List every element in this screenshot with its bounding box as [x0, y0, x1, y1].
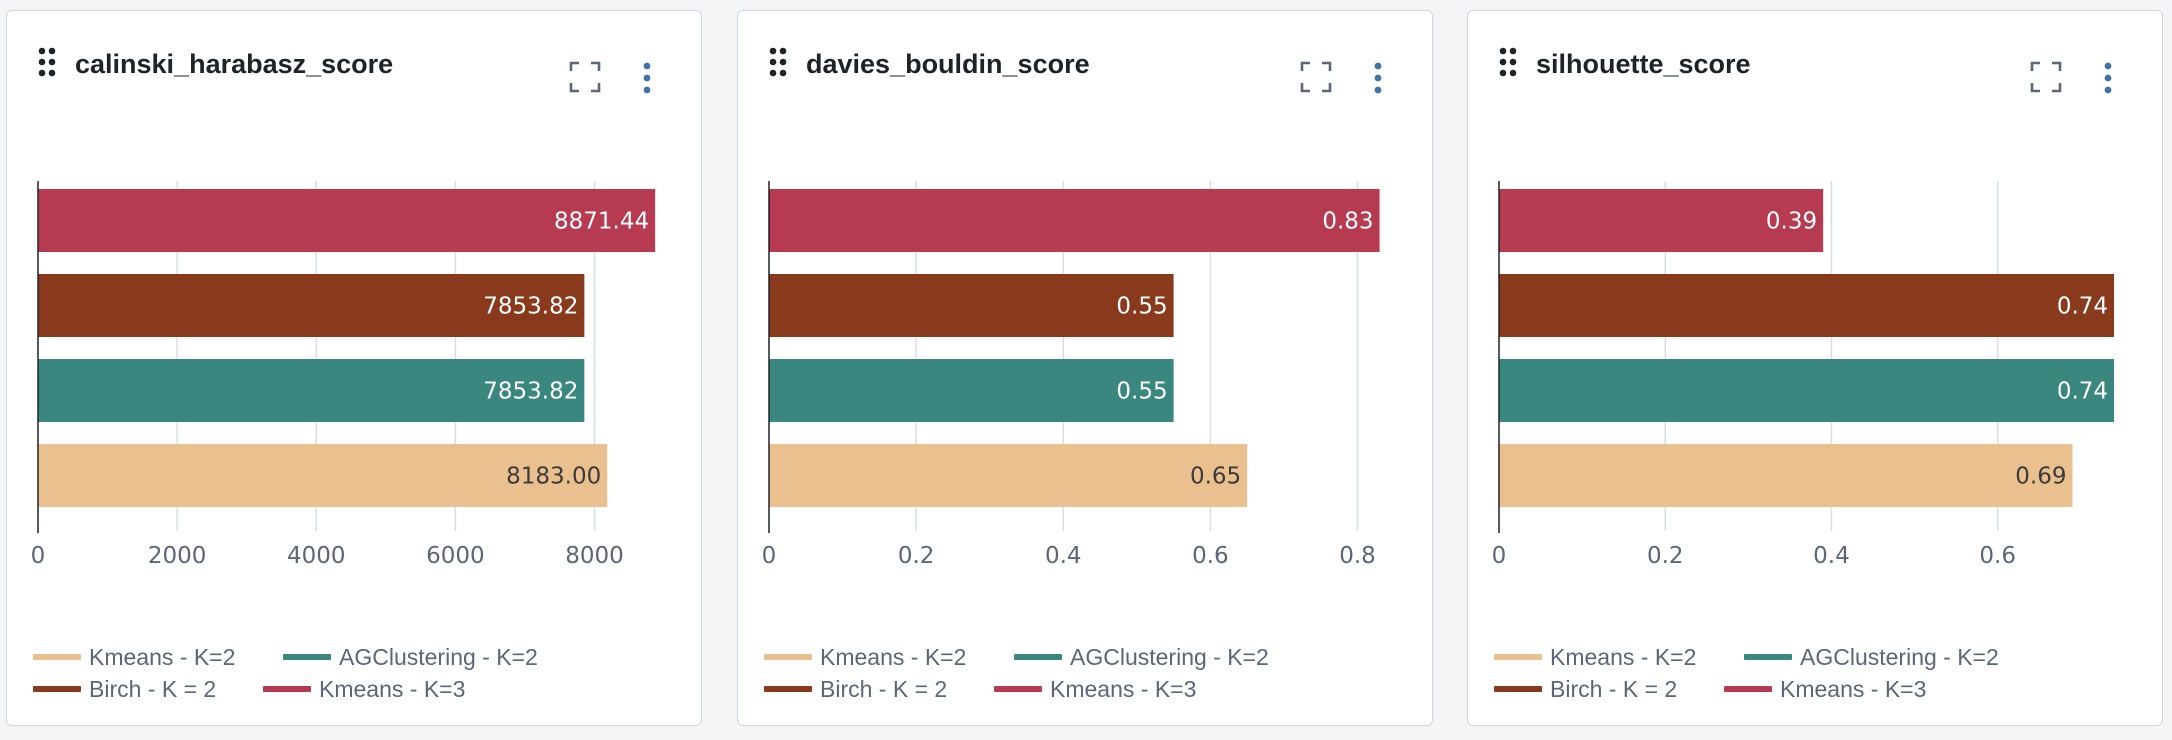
legend-item-kmeans-k3[interactable]: Kmeans - K=3: [994, 676, 1196, 703]
legend-item-agclustering-k2[interactable]: AGClustering - K=2: [283, 644, 538, 671]
bar-value-label: 0.55: [1116, 379, 1167, 405]
x-tick-label: 8000: [565, 543, 624, 569]
x-tick-label: 0.6: [1192, 543, 1229, 569]
chart-legend: Kmeans - K=2 AGClustering - K=2 Birch - …: [764, 641, 1414, 705]
chart-legend: Kmeans - K=2 AGClustering - K=2 Birch - …: [33, 641, 683, 705]
bar-value-label: 8183.00: [506, 464, 601, 490]
more-vertical-icon[interactable]: [641, 61, 653, 95]
legend-item-kmeans-k2[interactable]: Kmeans - K=2: [33, 644, 283, 671]
bar-value-label: 0.74: [2057, 379, 2108, 405]
legend-swatch: [33, 654, 81, 660]
bar: [38, 274, 585, 337]
chart-panel-davies: davies_bouldin_score 0.83 0.55 0.55 0.65 0 0.…: [737, 10, 1433, 726]
x-tick-label: 4000: [287, 543, 346, 569]
chart-panel-calinski: calinski_harabasz_score 8871.44 7853.82 78…: [6, 10, 702, 726]
bar-value-label: 0.55: [1116, 294, 1167, 320]
legend-label: Kmeans - K=3: [319, 675, 466, 702]
bar: [1499, 189, 1824, 252]
expand-icon[interactable]: [1300, 61, 1332, 93]
bar-value-label: 0.39: [1766, 209, 1817, 235]
chart-legend: Kmeans - K=2 AGClustering - K=2 Birch - …: [1494, 641, 2144, 705]
legend-swatch: [1724, 686, 1772, 692]
legend-item-agclustering-k2[interactable]: AGClustering - K=2: [1014, 644, 1269, 671]
x-tick-label: 0.8: [1339, 543, 1376, 569]
expand-icon[interactable]: [569, 61, 601, 93]
bar-value-label: 0.69: [2015, 464, 2066, 490]
bar: [38, 444, 608, 507]
legend-item-birch-k2[interactable]: Birch - K = 2: [764, 676, 994, 703]
bar-chart: 0.83 0.55 0.55 0.65 0 0.2 0.4 0.6 0.8: [762, 181, 1380, 569]
legend-label: Kmeans - K=3: [1780, 675, 1927, 702]
legend-label: Birch - K = 2: [1550, 675, 1678, 702]
panel-title: silhouette_score: [1536, 49, 1751, 79]
x-tick-label: 0.2: [1647, 543, 1684, 569]
x-tick-label: 6000: [426, 543, 485, 569]
legend-swatch: [1014, 654, 1062, 660]
legend-swatch: [764, 686, 812, 692]
x-tick-label: 0.6: [1979, 543, 2016, 569]
x-tick-label: 0: [1492, 543, 1507, 569]
legend-item-kmeans-k2[interactable]: Kmeans - K=2: [1494, 644, 1744, 671]
legend-swatch: [263, 686, 311, 692]
panel-title: davies_bouldin_score: [806, 49, 1090, 79]
legend-item-birch-k2[interactable]: Birch - K = 2: [33, 676, 263, 703]
bar: [38, 359, 585, 422]
legend-swatch: [283, 654, 331, 660]
bar-chart: 8871.44 7853.82 7853.82 8183.00 0 2000 4000 600…: [31, 181, 656, 569]
legend-label: AGClustering - K=2: [1070, 643, 1269, 670]
legend-label: AGClustering - K=2: [339, 643, 538, 670]
legend-swatch: [33, 686, 81, 692]
legend-swatch: [1494, 654, 1542, 660]
legend-label: Birch - K = 2: [820, 675, 948, 702]
bar: [1499, 274, 2115, 337]
x-tick-label: 0.4: [1045, 543, 1082, 569]
legend-item-kmeans-k3[interactable]: Kmeans - K=3: [263, 676, 465, 703]
legend-swatch: [764, 654, 812, 660]
bar: [769, 189, 1380, 252]
legend-item-agclustering-k2[interactable]: AGClustering - K=2: [1744, 644, 1999, 671]
panel-title: calinski_harabasz_score: [75, 49, 394, 79]
bar-value-label: 0.83: [1322, 209, 1373, 235]
legend-item-kmeans-k3[interactable]: Kmeans - K=3: [1724, 676, 1926, 703]
bar-value-label: 8871.44: [554, 209, 649, 235]
x-tick-label: 0.4: [1813, 543, 1850, 569]
drag-handle-icon[interactable]: [768, 46, 788, 78]
bar-chart: 0.39 0.74 0.74 0.69 0 0.2 0.4 0.6: [1492, 181, 2115, 569]
x-tick-label: 2000: [148, 543, 207, 569]
bar: [1499, 444, 2073, 507]
legend-label: Kmeans - K=2: [1550, 643, 1697, 670]
legend-swatch: [1744, 654, 1792, 660]
expand-icon[interactable]: [2030, 61, 2062, 93]
legend-label: AGClustering - K=2: [1800, 643, 1999, 670]
x-tick-label: 0: [31, 543, 46, 569]
legend-label: Kmeans - K=2: [89, 643, 236, 670]
more-vertical-icon[interactable]: [2102, 61, 2114, 95]
bar-value-label: 7853.82: [483, 379, 578, 405]
bar-value-label: 0.65: [1190, 464, 1241, 490]
more-vertical-icon[interactable]: [1372, 61, 1384, 95]
legend-swatch: [1494, 686, 1542, 692]
legend-swatch: [994, 686, 1042, 692]
x-tick-label: 0.2: [898, 543, 935, 569]
drag-handle-icon[interactable]: [1498, 46, 1518, 78]
legend-label: Kmeans - K=2: [820, 643, 967, 670]
bar: [769, 444, 1248, 507]
x-tick-label: 0: [762, 543, 777, 569]
bar: [1499, 359, 2115, 422]
legend-label: Kmeans - K=3: [1050, 675, 1197, 702]
legend-label: Birch - K = 2: [89, 675, 217, 702]
chart-panel-silhouette: silhouette_score 0.39 0.74 0.74 0.69 0 0.2 0.4…: [1467, 10, 2163, 726]
bar: [769, 359, 1174, 422]
bar: [769, 274, 1174, 337]
legend-item-kmeans-k2[interactable]: Kmeans - K=2: [764, 644, 1014, 671]
legend-item-birch-k2[interactable]: Birch - K = 2: [1494, 676, 1724, 703]
bar: [38, 189, 656, 252]
bar-value-label: 0.74: [2057, 294, 2108, 320]
drag-handle-icon[interactable]: [37, 46, 57, 78]
bar-value-label: 7853.82: [483, 294, 578, 320]
